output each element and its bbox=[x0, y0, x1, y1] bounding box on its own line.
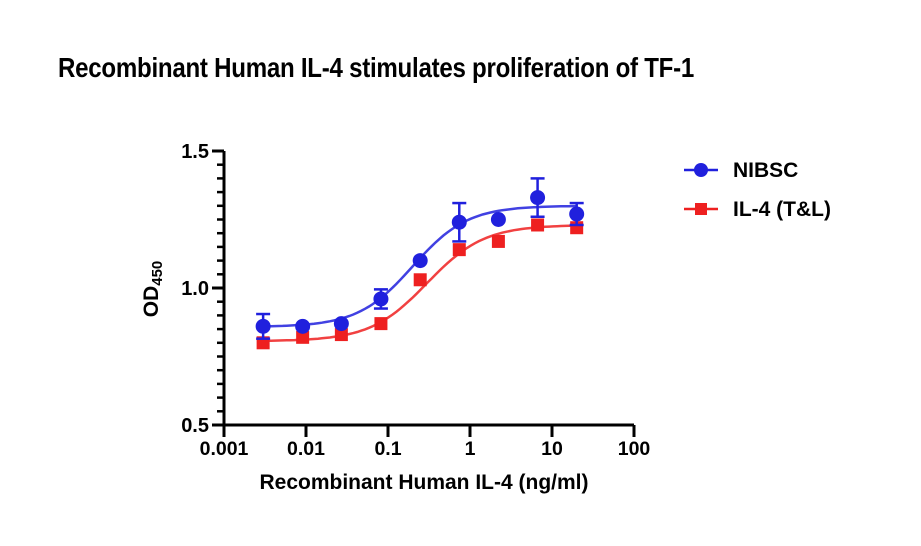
data-point-circle bbox=[490, 212, 506, 227]
axes-spines bbox=[222, 151, 634, 427]
svg-text:1.5: 1.5 bbox=[181, 141, 209, 163]
y-axis-ticks: 0.5 1.0 1.5 bbox=[181, 141, 224, 437]
data-point-square bbox=[491, 234, 505, 248]
nibsc-circle-marker-icon bbox=[684, 163, 718, 177]
data-point-circle bbox=[333, 316, 349, 332]
svg-text:10: 10 bbox=[541, 438, 563, 460]
x-axis-ticks: 0.001 0.01 0.1 1 10 100 bbox=[200, 425, 651, 460]
data-point-square bbox=[531, 218, 545, 232]
data-point-circle bbox=[530, 190, 546, 206]
data-point-square bbox=[374, 317, 388, 331]
fit-curve bbox=[263, 224, 577, 343]
data-point-circle bbox=[373, 291, 389, 307]
data-point-square bbox=[296, 330, 310, 344]
legend-item-il4-tl: IL-4 (T&L) bbox=[683, 195, 831, 223]
data-point-square bbox=[334, 328, 348, 342]
legend-item-nibsc: NIBSC bbox=[683, 156, 831, 184]
data-point-circle bbox=[255, 318, 271, 334]
series-nibsc bbox=[255, 177, 585, 340]
legend-label-il4-tl: IL-4 (T&L) bbox=[733, 197, 831, 221]
svg-text:0.1: 0.1 bbox=[374, 438, 401, 460]
legend: NIBSC IL-4 (T&L) bbox=[683, 156, 831, 223]
data-point-circle bbox=[412, 253, 428, 269]
data-point-circle bbox=[295, 318, 311, 334]
data-point-circle bbox=[569, 206, 585, 222]
data-point-square bbox=[413, 273, 427, 287]
data-point-square bbox=[452, 243, 466, 257]
x-axis-label: Recombinant Human IL-4 (ng/ml) bbox=[259, 471, 589, 494]
svg-text:0.01: 0.01 bbox=[287, 438, 325, 460]
svg-text:1.0: 1.0 bbox=[181, 278, 209, 300]
svg-text:0.5: 0.5 bbox=[181, 415, 209, 437]
il4-square-marker-icon bbox=[684, 203, 718, 215]
svg-text:0.001: 0.001 bbox=[200, 438, 249, 460]
svg-text:1: 1 bbox=[465, 438, 476, 460]
legend-label-nibsc: NIBSC bbox=[733, 158, 799, 182]
chart-title-text: Recombinant Human IL-4 stimulates prolif… bbox=[58, 52, 695, 83]
chart-title: Recombinant Human IL-4 stimulates prolif… bbox=[58, 52, 798, 84]
svg-text:100: 100 bbox=[618, 438, 651, 460]
data-point-circle bbox=[451, 214, 467, 230]
